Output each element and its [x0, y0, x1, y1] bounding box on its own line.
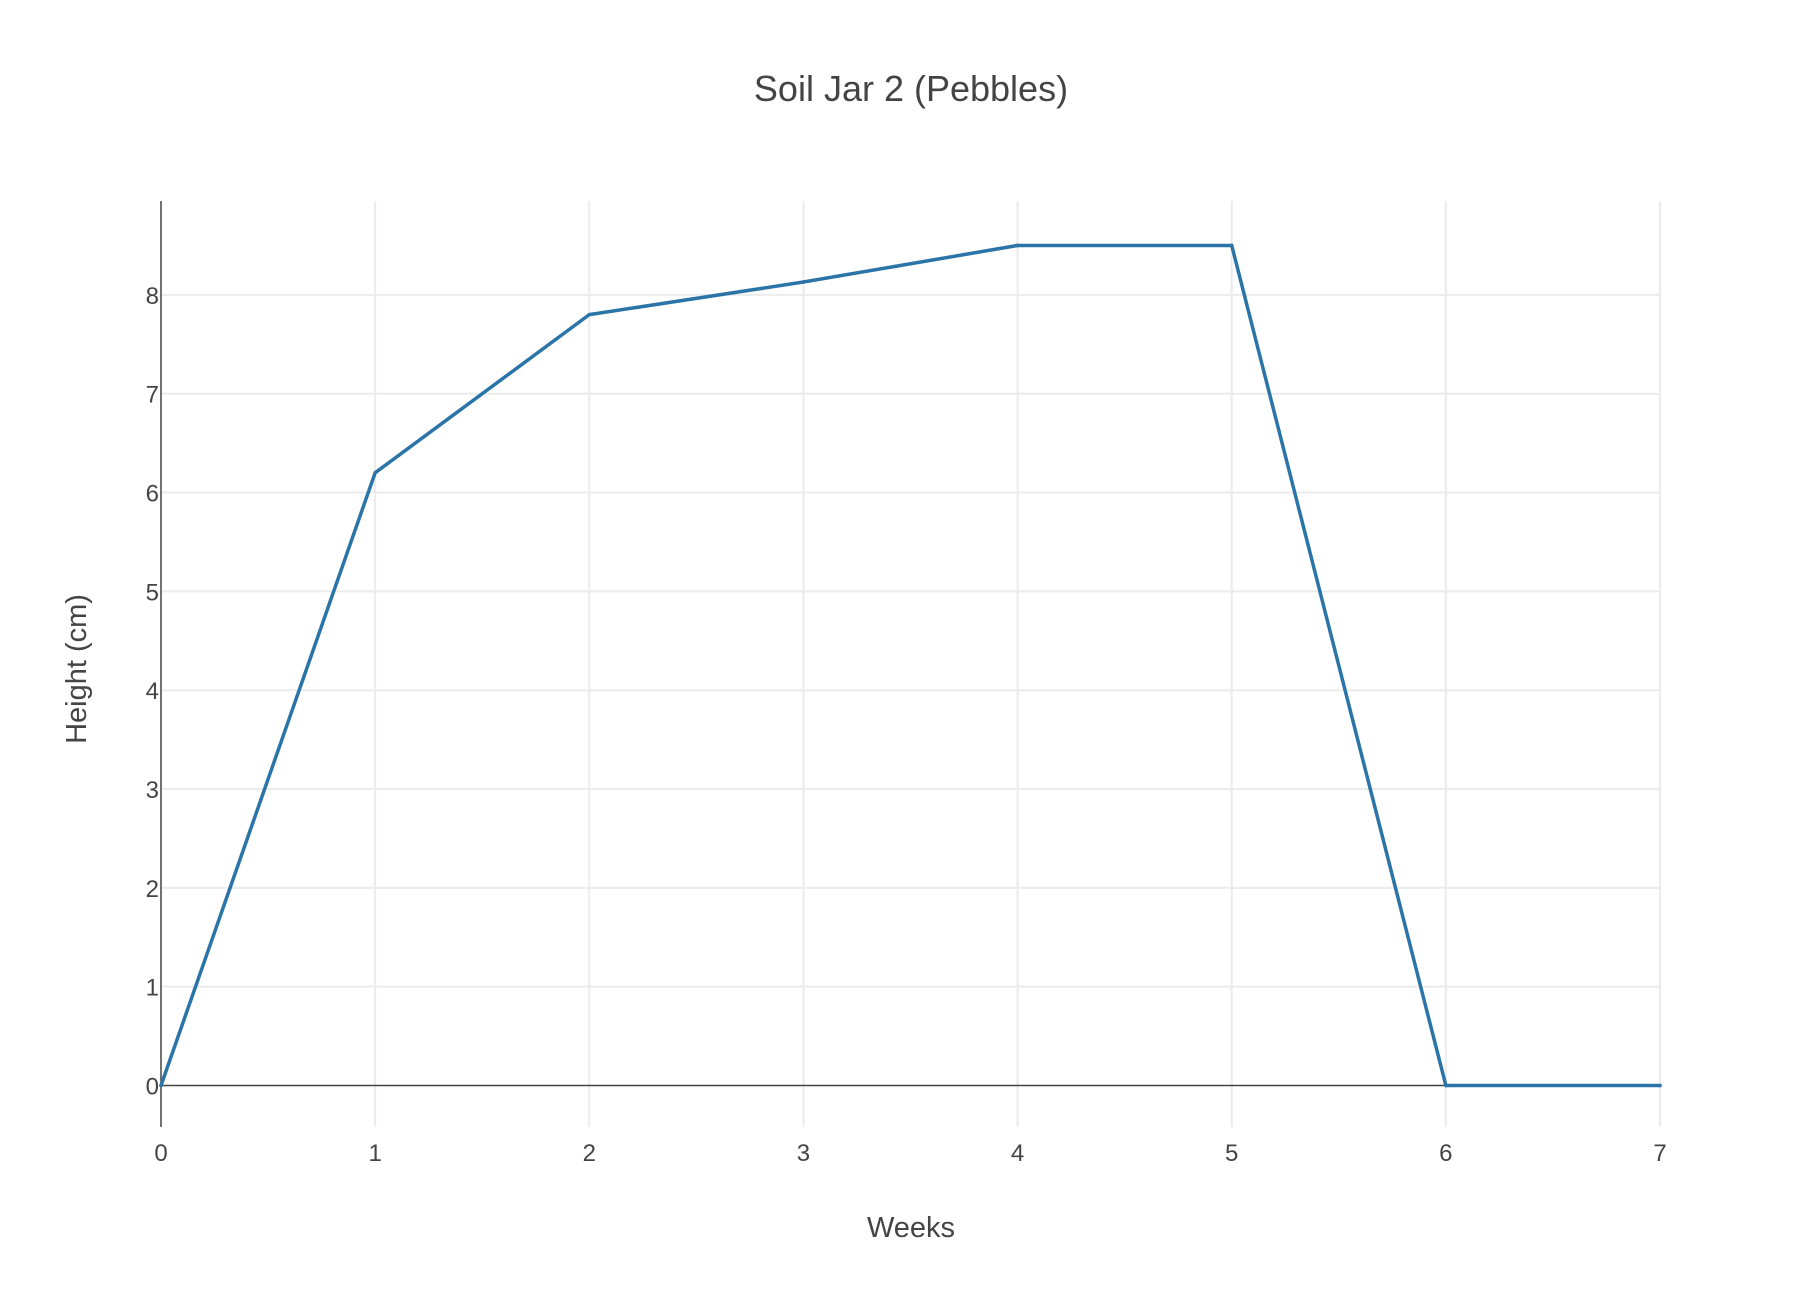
tick-labels: 0 1 2 3 4 5 6 7 0 1 2 3 4 5 6 7 8 — [146, 283, 1667, 1167]
axes — [160, 201, 1660, 1127]
x-tick-label: 3 — [797, 1140, 810, 1167]
y-tick-label: 6 — [146, 481, 159, 508]
y-tick-label: 1 — [146, 975, 159, 1002]
y-axis-title: Height (cm) — [61, 594, 93, 744]
data-point — [587, 312, 592, 317]
x-tick-label: 1 — [368, 1140, 381, 1167]
y-tick-label: 7 — [146, 382, 159, 409]
y-tick-label: 0 — [146, 1073, 159, 1100]
x-tick-label: 2 — [583, 1140, 596, 1167]
data-point — [373, 470, 377, 475]
x-tick-label: 6 — [1439, 1140, 1452, 1167]
data-point — [1229, 243, 1234, 248]
x-tick-label: 0 — [154, 1140, 167, 1167]
y-tick-label: 3 — [146, 777, 159, 804]
series-layer — [159, 243, 1662, 1088]
data-point — [159, 1083, 163, 1088]
chart-title: Soil Jar 2 (Pebbles) — [754, 68, 1068, 109]
data-point — [1658, 1083, 1662, 1088]
series-line — [159, 243, 1662, 1088]
x-tick-label: 7 — [1653, 1140, 1666, 1167]
y-tick-label: 4 — [146, 678, 159, 705]
x-tick-label: 5 — [1225, 1140, 1238, 1167]
y-tick-label: 8 — [146, 283, 159, 310]
x-axis-title: Weeks — [867, 1212, 955, 1244]
data-point — [1015, 243, 1020, 248]
x-tick-label: 4 — [1011, 1140, 1024, 1167]
y-tick-label: 2 — [146, 876, 159, 903]
data-point — [801, 280, 806, 284]
grid — [161, 201, 1661, 1127]
data-point — [1444, 1083, 1448, 1088]
y-tick-label: 5 — [146, 579, 159, 606]
